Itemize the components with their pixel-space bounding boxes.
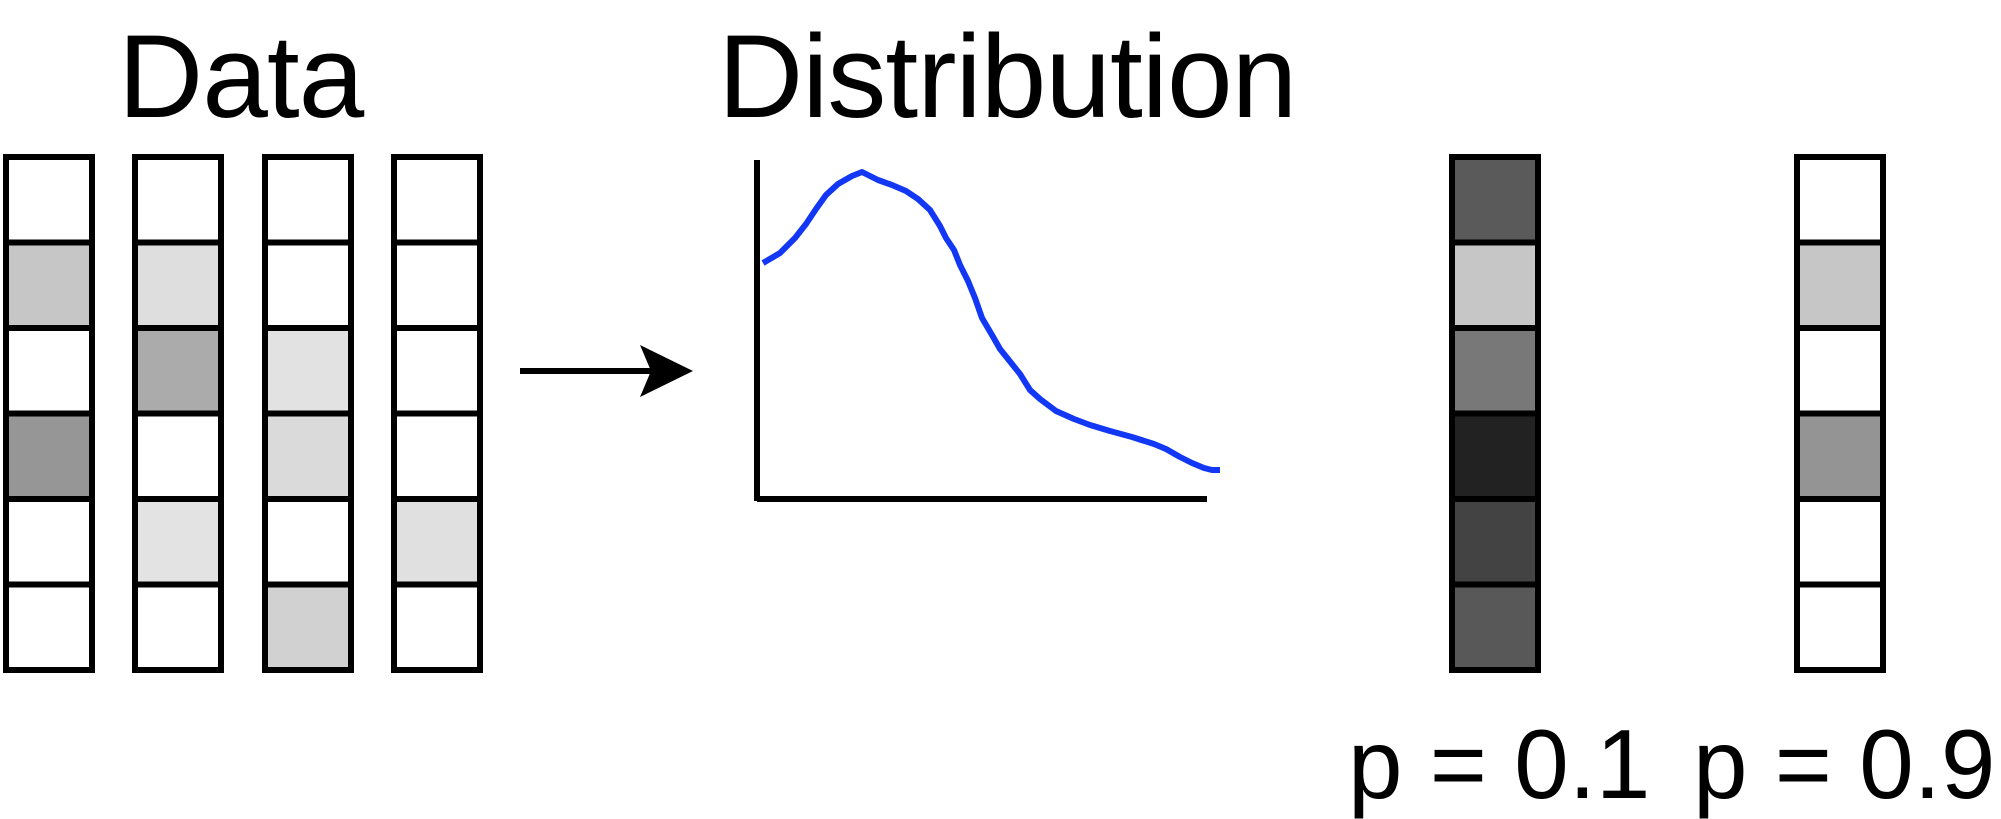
data-column-2-cell: [132, 496, 224, 588]
data-column-4-cell: [391, 496, 483, 588]
data-column-2-cell: [132, 239, 224, 331]
arrow: [520, 345, 693, 397]
density-curve: [761, 169, 1220, 473]
data-column-1-cell: [3, 325, 95, 417]
data-column-1-cell: [3, 581, 95, 673]
data-column-3-cell: [262, 154, 354, 246]
data-column-2-cell: [132, 410, 224, 502]
sample-column-2-cell: [1794, 581, 1886, 673]
data-column-3-cell: [262, 581, 354, 673]
data-column-2-cell: [132, 581, 224, 673]
sample-column-2: [1794, 154, 1886, 673]
data-column-2: [132, 154, 224, 673]
data-column-3-cell: [262, 239, 354, 331]
sample-column-1-cell: [1449, 239, 1541, 331]
data-column-3-cell: [262, 325, 354, 417]
sample-column-1-cell: [1449, 581, 1541, 673]
data-column-4-cell: [391, 154, 483, 246]
data-column-4-cell: [391, 239, 483, 331]
data-column-4: [391, 154, 483, 673]
data-column-3-cell: [262, 410, 354, 502]
data-columns-group: [3, 154, 483, 673]
distribution-plot: [754, 160, 1220, 502]
distribution-title: Distribution: [718, 11, 1297, 143]
data-column-1: [3, 154, 95, 673]
data-column-3-cell: [262, 496, 354, 588]
data-column-2-cell: [132, 325, 224, 417]
data-column-4-cell: [391, 325, 483, 417]
sample-column-1-cell: [1449, 325, 1541, 417]
data-column-1-cell: [3, 154, 95, 246]
sample-column-1: [1449, 154, 1541, 673]
sample-column-2-cell: [1794, 496, 1886, 588]
sample-column-1-cell: [1449, 410, 1541, 502]
sample-column-2-cell: [1794, 239, 1886, 331]
data-column-2-cell: [132, 154, 224, 246]
data-title: Data: [118, 11, 364, 143]
sample-column-1-cell: [1449, 496, 1541, 588]
sample-columns-group: [1449, 154, 1886, 673]
data-column-1-cell: [3, 410, 95, 502]
data-column-1-cell: [3, 496, 95, 588]
data-column-4-cell: [391, 581, 483, 673]
sample-probability-label-2: p = 0.9: [1693, 709, 1996, 819]
sample-probability-label-1: p = 0.1: [1348, 709, 1651, 819]
data-column-1-cell: [3, 239, 95, 331]
sample-column-2-cell: [1794, 325, 1886, 417]
sample-column-2-cell: [1794, 410, 1886, 502]
data-column-4-cell: [391, 410, 483, 502]
sample-column-2-cell: [1794, 154, 1886, 246]
data-column-3: [262, 154, 354, 673]
arrow-head: [640, 345, 693, 397]
sample-column-1-cell: [1449, 154, 1541, 246]
